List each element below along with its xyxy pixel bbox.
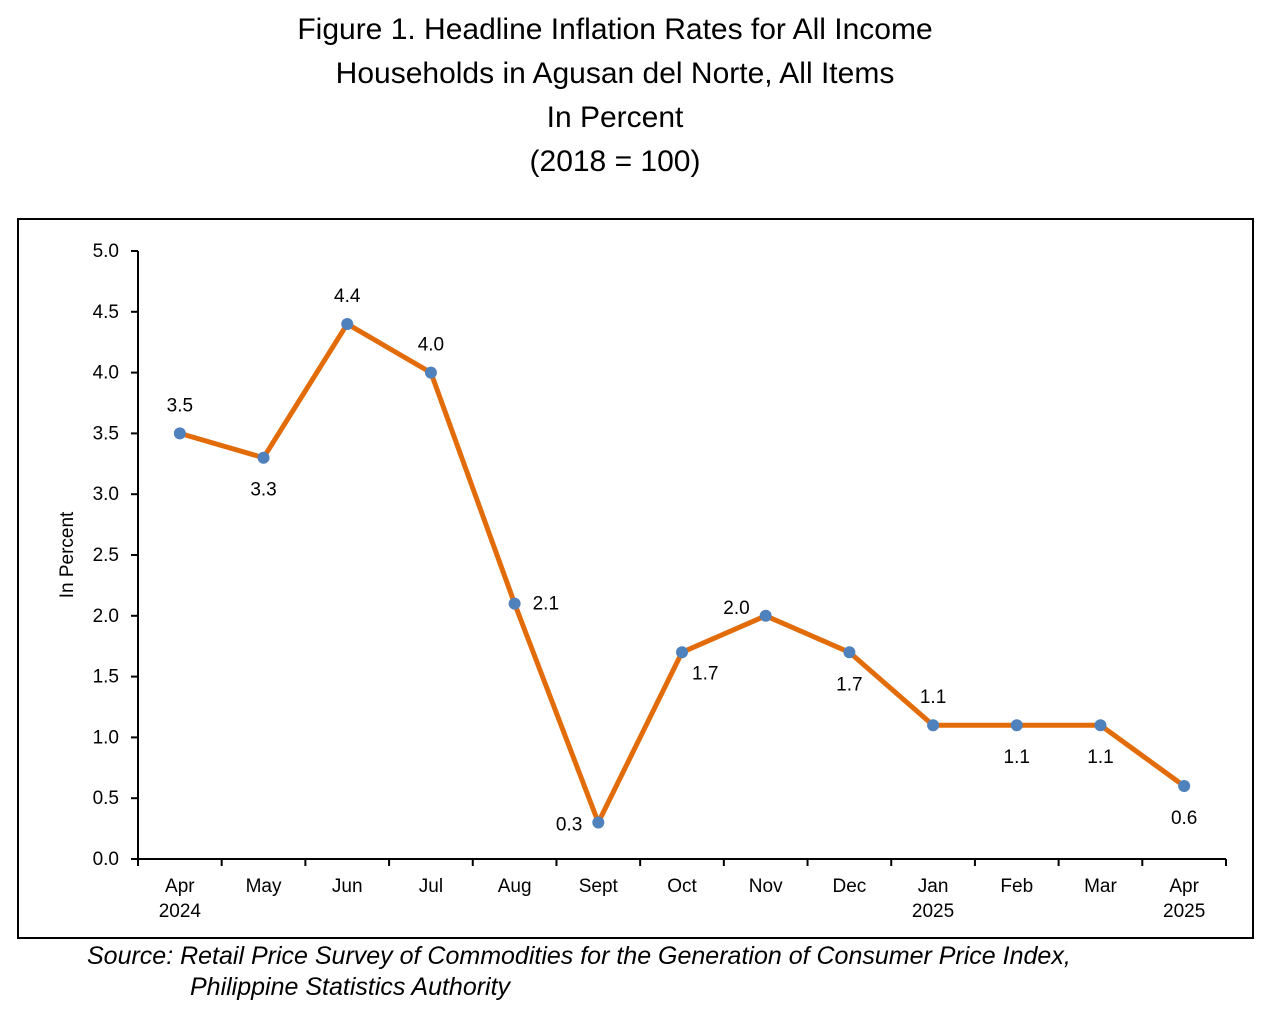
x-tick-label: Nov (749, 876, 783, 897)
chart-title: Figure 1. Headline Inflation Rates for A… (0, 8, 1230, 184)
data-label: 1.1 (920, 687, 946, 708)
x-tick-label: Apr (1169, 876, 1199, 897)
data-label: 1.7 (836, 674, 862, 695)
data-point (173, 427, 186, 440)
data-label: 1.7 (692, 663, 718, 684)
y-tick-label: 3.0 (93, 484, 119, 505)
y-tick-label: 1.5 (93, 667, 119, 688)
data-point (424, 366, 437, 379)
y-tick-label: 2.0 (93, 606, 119, 627)
y-tick-label: 1.0 (93, 727, 119, 748)
x-tick-year-label: 2025 (912, 901, 954, 922)
data-point (676, 646, 688, 659)
data-label: 3.3 (250, 480, 276, 501)
x-tick-year-label: 2025 (1163, 901, 1205, 922)
series-line (177, 321, 1187, 826)
data-label: 1.1 (1004, 747, 1030, 768)
data-label: 2.1 (533, 594, 559, 615)
y-tick-label: 2.5 (93, 545, 119, 566)
data-label: 4.4 (334, 286, 361, 307)
y-tick-label: 0.5 (93, 788, 119, 809)
x-tick-label: Jul (419, 876, 443, 897)
x-tick-label: Feb (1000, 876, 1033, 897)
data-label: 0.6 (1171, 808, 1197, 829)
source-line-2: Philippine Statistics Authority (190, 973, 511, 1001)
x-tick-label: Aug (498, 876, 532, 897)
x-tick-label: Jan (918, 876, 949, 897)
chart-area: 0.0 0.5 1.0 1.5 2.0 2.5 3.0 3.5 4.0 4.5 5.0 Apr 2024… (17, 218, 1254, 939)
data-point (1010, 719, 1023, 732)
title-line-4: (2018 = 100) (529, 145, 701, 178)
source-note: Source: Retail Price Survey of Commoditi… (87, 941, 1071, 1003)
data-label: 1.1 (1087, 747, 1113, 768)
data-point (1094, 719, 1107, 732)
x-tick-year-label: 2024 (159, 901, 202, 922)
data-point (1178, 780, 1191, 793)
data-point (843, 646, 856, 659)
data-point (508, 597, 521, 610)
data-label: 0.3 (556, 815, 582, 836)
data-point (592, 816, 605, 829)
inflation-series (173, 317, 1191, 829)
x-tick-label: Oct (667, 876, 697, 897)
data-point (759, 609, 772, 622)
line-chart: 0.0 0.5 1.0 1.5 2.0 2.5 3.0 3.5 4.0 4.5 5.0 Apr 2024… (57, 241, 1227, 922)
data-point (341, 317, 354, 330)
y-tick-label: 3.5 (93, 423, 119, 444)
y-tick-label: 5.0 (93, 241, 119, 262)
data-point (927, 719, 940, 732)
y-axis-title: In Percent (57, 511, 78, 598)
title-line-2: Households in Agusan del Norte, All Item… (335, 57, 895, 90)
title-line-3: In Percent (546, 101, 684, 134)
data-point (257, 451, 270, 464)
x-tick-label: Sept (579, 876, 619, 897)
axes: 0.0 0.5 1.0 1.5 2.0 2.5 3.0 3.5 4.0 4.5 5.0 Apr 2024… (57, 241, 1227, 922)
y-tick-label: 0.0 (93, 849, 119, 870)
source-line-1: Source: Retail Price Survey of Commoditi… (87, 942, 1071, 970)
data-labels: 3.5 3.3 4.4 4.0 2.1 0.3 1.7 2.0 1.7 1.1 1.1 1.1 0.6 (167, 286, 1198, 836)
data-label: 2.0 (723, 598, 749, 619)
title-line-1: Figure 1. Headline Inflation Rates for A… (297, 13, 933, 46)
data-label: 3.5 (167, 395, 193, 416)
x-tick-label: Jun (332, 876, 363, 897)
x-tick-label: Dec (832, 876, 866, 897)
data-label: 4.0 (418, 335, 444, 356)
y-tick-label: 4.5 (93, 302, 119, 323)
y-tick-label: 4.0 (93, 363, 119, 384)
x-tick-label: Mar (1084, 876, 1117, 897)
x-tick-label: Apr (165, 876, 195, 897)
x-tick-label: May (246, 876, 282, 897)
